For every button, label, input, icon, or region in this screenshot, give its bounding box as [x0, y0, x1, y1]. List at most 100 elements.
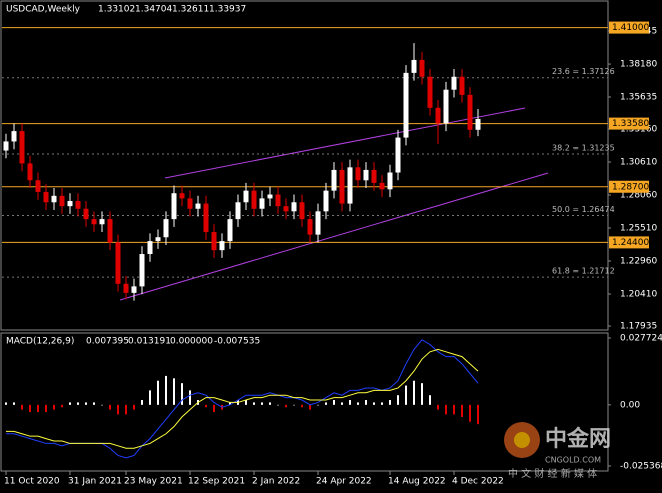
macd-histogram-bar — [269, 402, 271, 405]
macd-histogram-bar — [109, 404, 111, 410]
candle-body — [59, 195, 65, 207]
macd-histogram-bar — [461, 404, 463, 417]
channel-upper — [164, 107, 526, 179]
macd-histogram-bar — [21, 404, 23, 410]
candle-body — [339, 169, 345, 204]
level-label: 1.33580 — [612, 119, 649, 129]
y-tick-label: 1.17935 — [620, 322, 657, 332]
indicator-y-tick-label: 0.00 — [620, 400, 640, 410]
x-tick-label: 2 Jan 2022 — [252, 477, 300, 487]
candle-body — [459, 76, 465, 95]
candle-body — [347, 167, 353, 204]
macd-histogram-bar — [293, 404, 295, 406]
candle-body — [179, 193, 185, 199]
candle-body — [131, 286, 137, 293]
candle-body — [163, 219, 169, 238]
candle-body — [443, 89, 449, 124]
x-tick-label: 31 Jan 2021 — [68, 477, 122, 487]
candle-body — [259, 198, 265, 209]
macd-histogram-bar — [189, 390, 191, 405]
candle-body — [11, 131, 17, 142]
x-tick-label: 4 Dec 2022 — [452, 477, 504, 487]
level-tag — [609, 117, 649, 130]
candle-body — [331, 169, 337, 191]
macd-histogram-bar — [429, 395, 431, 405]
candle-body — [427, 76, 433, 108]
macd-histogram-bar — [13, 402, 15, 405]
macd-histogram-bar — [37, 404, 39, 413]
macd-histogram-bar — [165, 375, 167, 405]
y-tick-label: 1.30610 — [620, 158, 657, 168]
y-tick-label: 1.28060 — [620, 191, 657, 201]
brand: 中金网 — [545, 426, 611, 452]
macd-histogram-bar — [77, 402, 79, 405]
candle-body — [147, 241, 153, 255]
macd-histogram-bar — [357, 402, 359, 405]
macd-histogram-bar — [301, 404, 303, 408]
candle-body — [243, 190, 249, 203]
candle-body — [299, 202, 305, 220]
candle-body — [3, 141, 9, 151]
y-tick-label: 1.20410 — [620, 290, 657, 300]
macd-histogram-bar — [349, 400, 351, 405]
candle-body — [267, 194, 273, 199]
macd-histogram-bar — [181, 383, 183, 405]
macd-histogram-bar — [365, 400, 367, 405]
macd-histogram-bar — [477, 404, 479, 425]
candle-body — [403, 72, 409, 138]
logo-inner — [514, 432, 530, 448]
indicator-reading: 0.013191 — [128, 337, 171, 347]
macd-histogram-bar — [173, 378, 175, 405]
indicator-name: MACD(12,26,9) — [6, 337, 74, 347]
candle-body — [363, 169, 369, 181]
level-tag — [609, 236, 649, 249]
macd-histogram-bar — [125, 404, 127, 415]
macd-histogram-bar — [101, 404, 103, 406]
indicator-reading: -0.007535 — [214, 337, 260, 347]
candle-body — [67, 200, 73, 207]
level-label: 1.41000 — [612, 23, 649, 33]
macd-histogram-bar — [381, 402, 383, 405]
candle-body — [323, 190, 329, 212]
candle-body — [379, 182, 385, 190]
fib-label: 61.8 = 1.21712 — [552, 267, 615, 276]
x-tick-label: 23 May 2021 — [124, 477, 183, 487]
macd-histogram-bar — [453, 404, 455, 415]
candle-body — [171, 193, 177, 220]
macd-histogram-bar — [141, 400, 143, 405]
candle-body — [235, 202, 241, 220]
x-tick-label: 11 Oct 2020 — [4, 477, 60, 487]
macd-histogram-bar — [421, 383, 423, 405]
macd-histogram-bar — [253, 402, 255, 405]
x-tick-label: 24 Apr 2022 — [316, 477, 372, 487]
candle-body — [395, 137, 401, 173]
macd-histogram-bar — [5, 402, 7, 405]
candle-body — [35, 180, 41, 192]
candle-body — [139, 254, 145, 287]
candle-body — [315, 211, 321, 235]
site: CNGOLD.COM — [545, 456, 601, 465]
level-label: 1.24400 — [612, 238, 649, 248]
macd-histogram-bar — [261, 402, 263, 405]
indicator-panel — [0, 332, 609, 472]
fib-label: 23.6 = 1.37126 — [552, 67, 615, 76]
candle-body — [99, 219, 105, 225]
candle-body — [123, 283, 129, 293]
header-low: 1.32611 — [172, 5, 209, 15]
candle-body — [211, 232, 217, 251]
macd-histogram-bar — [45, 404, 47, 413]
macd-histogram-bar — [93, 402, 95, 405]
macd-histogram-bar — [133, 404, 135, 410]
macd-histogram-bar — [405, 385, 407, 405]
level-label: 1.28700 — [612, 182, 649, 192]
candle-body — [475, 118, 481, 130]
macd-histogram-bar — [85, 402, 87, 405]
candle-body — [19, 131, 25, 164]
x-tick-label: 14 Aug 2022 — [388, 477, 446, 487]
macd-histogram-bar — [213, 404, 215, 413]
main-panel — [0, 0, 609, 331]
indicator-y-tick-label: -0.025368 — [620, 462, 662, 472]
candle-body — [371, 169, 377, 183]
candle-body — [227, 219, 233, 242]
candle-body — [51, 195, 57, 203]
